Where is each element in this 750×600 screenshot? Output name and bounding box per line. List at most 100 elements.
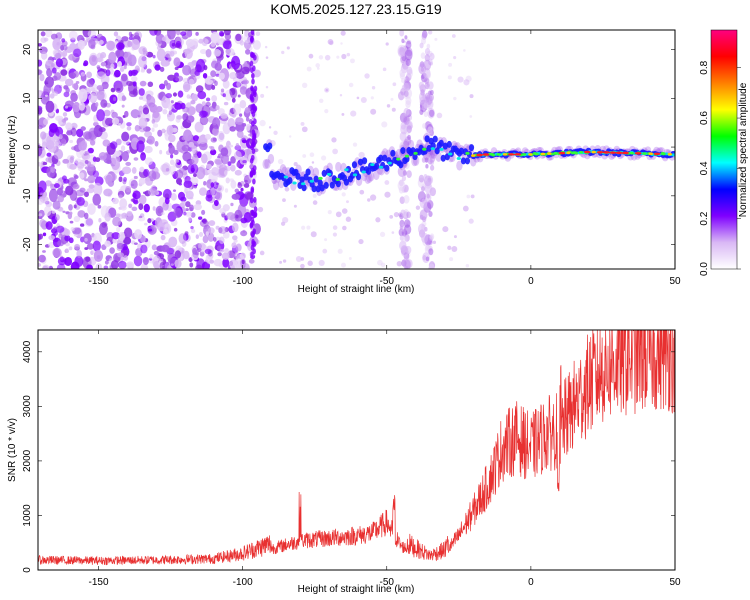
colorbar-gradient bbox=[711, 30, 737, 269]
heatmap-cell bbox=[45, 100, 55, 113]
heatmap-cell bbox=[252, 103, 256, 110]
heatmap-cell bbox=[215, 105, 220, 111]
heatmap-cell bbox=[239, 100, 247, 109]
heatmap-cell bbox=[123, 64, 127, 70]
heatmap-cell bbox=[426, 175, 434, 185]
heatmap-cell bbox=[272, 180, 280, 191]
heatmap-cell bbox=[172, 189, 177, 192]
heatmap-cell bbox=[219, 248, 225, 253]
heatmap-cell bbox=[281, 50, 285, 55]
heatmap-cell bbox=[185, 190, 194, 200]
heatmap-cell bbox=[341, 192, 346, 197]
heatmap-cell bbox=[425, 84, 429, 89]
heatmap-cell bbox=[341, 208, 348, 214]
heatmap-cell bbox=[174, 66, 179, 71]
heatmap-cell bbox=[102, 139, 111, 147]
heatmap-cell bbox=[242, 160, 247, 164]
heatmap-cell bbox=[132, 81, 137, 87]
colorbar: 0.0 0.2 0.4 0.6 0.8 Normalized spectral ampl… bbox=[699, 29, 749, 276]
heatmap-cell bbox=[55, 225, 65, 233]
heatmap-cell bbox=[194, 69, 201, 76]
heatmap-cell bbox=[65, 122, 73, 131]
heatmap-cell bbox=[169, 165, 176, 175]
heatmap-cell bbox=[121, 212, 128, 219]
heatmap-cell bbox=[361, 157, 368, 165]
heatmap-cell bbox=[468, 218, 474, 224]
heatmap-cell bbox=[159, 149, 163, 155]
heatmap-cell bbox=[133, 175, 138, 180]
heatmap-cell bbox=[370, 163, 375, 167]
heatmap-cell bbox=[139, 166, 145, 173]
heatmap-cell bbox=[106, 159, 112, 164]
heatmap-cell bbox=[168, 144, 175, 155]
heatmap-cell bbox=[241, 259, 245, 265]
heatmap-cell bbox=[434, 37, 438, 41]
heatmap-cell bbox=[237, 182, 243, 189]
heatmap-cell bbox=[384, 180, 390, 185]
heatmap-cell bbox=[157, 92, 164, 100]
heatmap-cell bbox=[230, 180, 237, 189]
heatmap-cell bbox=[111, 111, 118, 119]
heatmap-cell bbox=[77, 141, 88, 151]
heatmap-cell bbox=[87, 30, 97, 38]
heatmap-cell bbox=[282, 198, 286, 203]
heatmap-cell bbox=[366, 172, 373, 183]
heatmap-cell bbox=[48, 128, 55, 138]
heatmap-cell bbox=[118, 231, 126, 242]
heatmap-cell bbox=[230, 55, 241, 70]
heatmap-cell bbox=[174, 75, 184, 82]
heatmap-cell bbox=[424, 135, 430, 143]
heatmap-cell bbox=[418, 174, 425, 183]
heatmap-y-axis-label: Frequency (Hz) bbox=[7, 116, 18, 185]
heatmap-cell bbox=[82, 62, 87, 67]
heatmap-cell bbox=[417, 223, 426, 235]
heatmap-cell bbox=[252, 40, 261, 50]
heatmap-cell bbox=[112, 197, 119, 205]
heatmap-cell bbox=[123, 255, 129, 261]
heatmap-cell bbox=[161, 212, 165, 216]
heatmap-cell bbox=[95, 157, 101, 163]
heatmap-cell bbox=[140, 244, 148, 254]
heatmap-cell bbox=[596, 150, 604, 154]
heatmap-cell bbox=[125, 161, 132, 166]
heatmap-cell bbox=[70, 92, 78, 103]
heatmap-cell bbox=[318, 176, 323, 180]
heatmap-cell bbox=[196, 247, 202, 252]
heatmap-cell bbox=[216, 245, 222, 251]
heatmap-cell bbox=[155, 106, 163, 113]
heatmap-cell bbox=[110, 63, 115, 70]
heatmap-cell bbox=[53, 148, 64, 160]
heatmap-cell bbox=[228, 112, 232, 116]
heatmap-cell bbox=[112, 238, 117, 244]
heatmap-cell bbox=[307, 260, 313, 266]
heatmap-cell bbox=[180, 196, 187, 202]
heatmap-cell bbox=[167, 111, 175, 122]
heatmap-cell bbox=[336, 55, 340, 59]
heatmap-cell bbox=[91, 84, 99, 93]
heatmap-cell bbox=[101, 81, 109, 90]
heatmap-cell bbox=[133, 255, 143, 267]
heatmap-cell bbox=[43, 118, 49, 126]
heatmap-cell bbox=[468, 144, 475, 152]
heatmap-cell bbox=[76, 162, 85, 169]
heatmap-cell bbox=[38, 180, 47, 193]
heatmap-cell bbox=[245, 49, 251, 55]
heatmap-cell bbox=[131, 76, 138, 82]
heatmap-cell bbox=[46, 116, 50, 121]
heatmap-cell bbox=[335, 161, 342, 172]
heatmap-cell bbox=[430, 164, 435, 171]
heatmap-cell bbox=[57, 240, 65, 247]
heatmap-cell bbox=[128, 203, 133, 209]
heatmap-cell bbox=[195, 31, 199, 36]
heatmap-cell bbox=[128, 36, 133, 41]
heatmap-cell bbox=[64, 78, 74, 87]
heatmap-cell bbox=[315, 185, 321, 193]
heatmap-cell bbox=[429, 109, 435, 118]
heatmap-cell bbox=[210, 167, 220, 176]
heatmap-cell bbox=[356, 96, 360, 100]
heatmap-cell bbox=[359, 189, 365, 195]
heatmap-cell bbox=[138, 215, 143, 219]
heatmap-cell bbox=[123, 227, 133, 238]
heatmap-cell bbox=[250, 96, 255, 103]
heatmap-cell bbox=[198, 187, 208, 196]
